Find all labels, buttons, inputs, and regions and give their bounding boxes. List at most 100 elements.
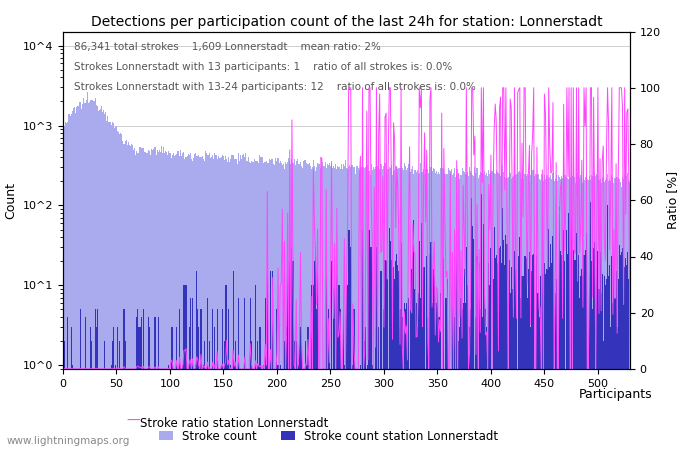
Bar: [566, 230, 568, 450]
Bar: [584, 250, 586, 450]
Bar: [265, 162, 266, 450]
Bar: [511, 267, 512, 450]
Bar: [244, 157, 246, 450]
Bar: [339, 285, 340, 450]
Bar: [204, 152, 206, 450]
Bar: [554, 179, 556, 450]
Bar: [105, 112, 106, 450]
Bar: [530, 327, 531, 450]
Bar: [72, 111, 74, 450]
Bar: [333, 310, 334, 450]
Bar: [502, 208, 503, 450]
Bar: [599, 252, 601, 450]
Bar: [117, 327, 118, 450]
Bar: [395, 166, 396, 450]
Bar: [566, 177, 568, 450]
Bar: [137, 310, 139, 450]
Bar: [343, 310, 344, 450]
Bar: [402, 171, 404, 450]
Bar: [365, 167, 366, 450]
Bar: [573, 180, 574, 450]
Bar: [115, 365, 116, 450]
Bar: [173, 153, 174, 450]
Bar: [300, 162, 301, 450]
Bar: [250, 163, 251, 450]
Bar: [104, 114, 105, 450]
Bar: [563, 230, 564, 450]
Bar: [389, 228, 390, 450]
Bar: [528, 269, 529, 450]
Bar: [617, 178, 619, 450]
Bar: [149, 151, 150, 450]
Bar: [615, 271, 617, 450]
Bar: [69, 113, 70, 450]
Bar: [275, 158, 276, 450]
Bar: [96, 327, 97, 450]
Bar: [71, 327, 72, 450]
Bar: [281, 163, 282, 450]
Bar: [327, 163, 328, 450]
Bar: [359, 171, 360, 450]
Bar: [544, 175, 545, 450]
Bar: [422, 327, 423, 450]
Bar: [522, 180, 524, 450]
Bar: [368, 230, 370, 450]
Bar: [454, 168, 455, 450]
Bar: [277, 365, 279, 450]
Bar: [459, 327, 461, 450]
Bar: [610, 327, 611, 450]
Bar: [400, 171, 402, 450]
Bar: [307, 327, 309, 450]
Bar: [502, 166, 503, 450]
Bar: [542, 274, 543, 450]
Bar: [96, 105, 97, 450]
Bar: [629, 182, 631, 450]
Bar: [615, 177, 617, 450]
Bar: [500, 246, 501, 450]
Bar: [451, 169, 452, 450]
Bar: [200, 157, 202, 450]
Bar: [504, 265, 505, 450]
Bar: [592, 176, 593, 450]
Stroke ratio station Lonnerstadt: [307, 293, 316, 299]
Bar: [90, 100, 91, 450]
Bar: [196, 156, 197, 450]
Bar: [513, 310, 514, 450]
Bar: [162, 153, 163, 450]
Bar: [395, 261, 396, 450]
Bar: [72, 365, 74, 450]
Bar: [378, 327, 379, 450]
Bar: [94, 310, 96, 450]
Bar: [180, 149, 181, 450]
Bar: [366, 170, 368, 450]
Bar: [94, 102, 95, 450]
Bar: [300, 327, 301, 450]
Bar: [508, 177, 509, 450]
Bar: [111, 365, 112, 450]
Bar: [348, 167, 349, 450]
Bar: [436, 303, 437, 450]
Bar: [515, 175, 516, 450]
Bar: [449, 171, 451, 450]
Bar: [212, 310, 214, 450]
Bar: [512, 289, 513, 450]
Bar: [594, 242, 595, 450]
Bar: [384, 163, 386, 450]
Bar: [311, 285, 312, 450]
Bar: [470, 310, 471, 450]
Bar: [578, 176, 579, 450]
Bar: [436, 171, 437, 450]
Bar: [425, 169, 426, 450]
Bar: [167, 155, 169, 450]
Stroke ratio station Lonnerstadt: [178, 366, 186, 372]
Bar: [622, 248, 623, 450]
Bar: [251, 341, 252, 450]
Bar: [111, 125, 112, 450]
Bar: [465, 174, 466, 450]
Bar: [92, 99, 94, 450]
Bar: [562, 178, 563, 450]
Bar: [379, 169, 380, 450]
Bar: [579, 178, 580, 450]
Bar: [159, 149, 160, 450]
Bar: [346, 168, 347, 450]
